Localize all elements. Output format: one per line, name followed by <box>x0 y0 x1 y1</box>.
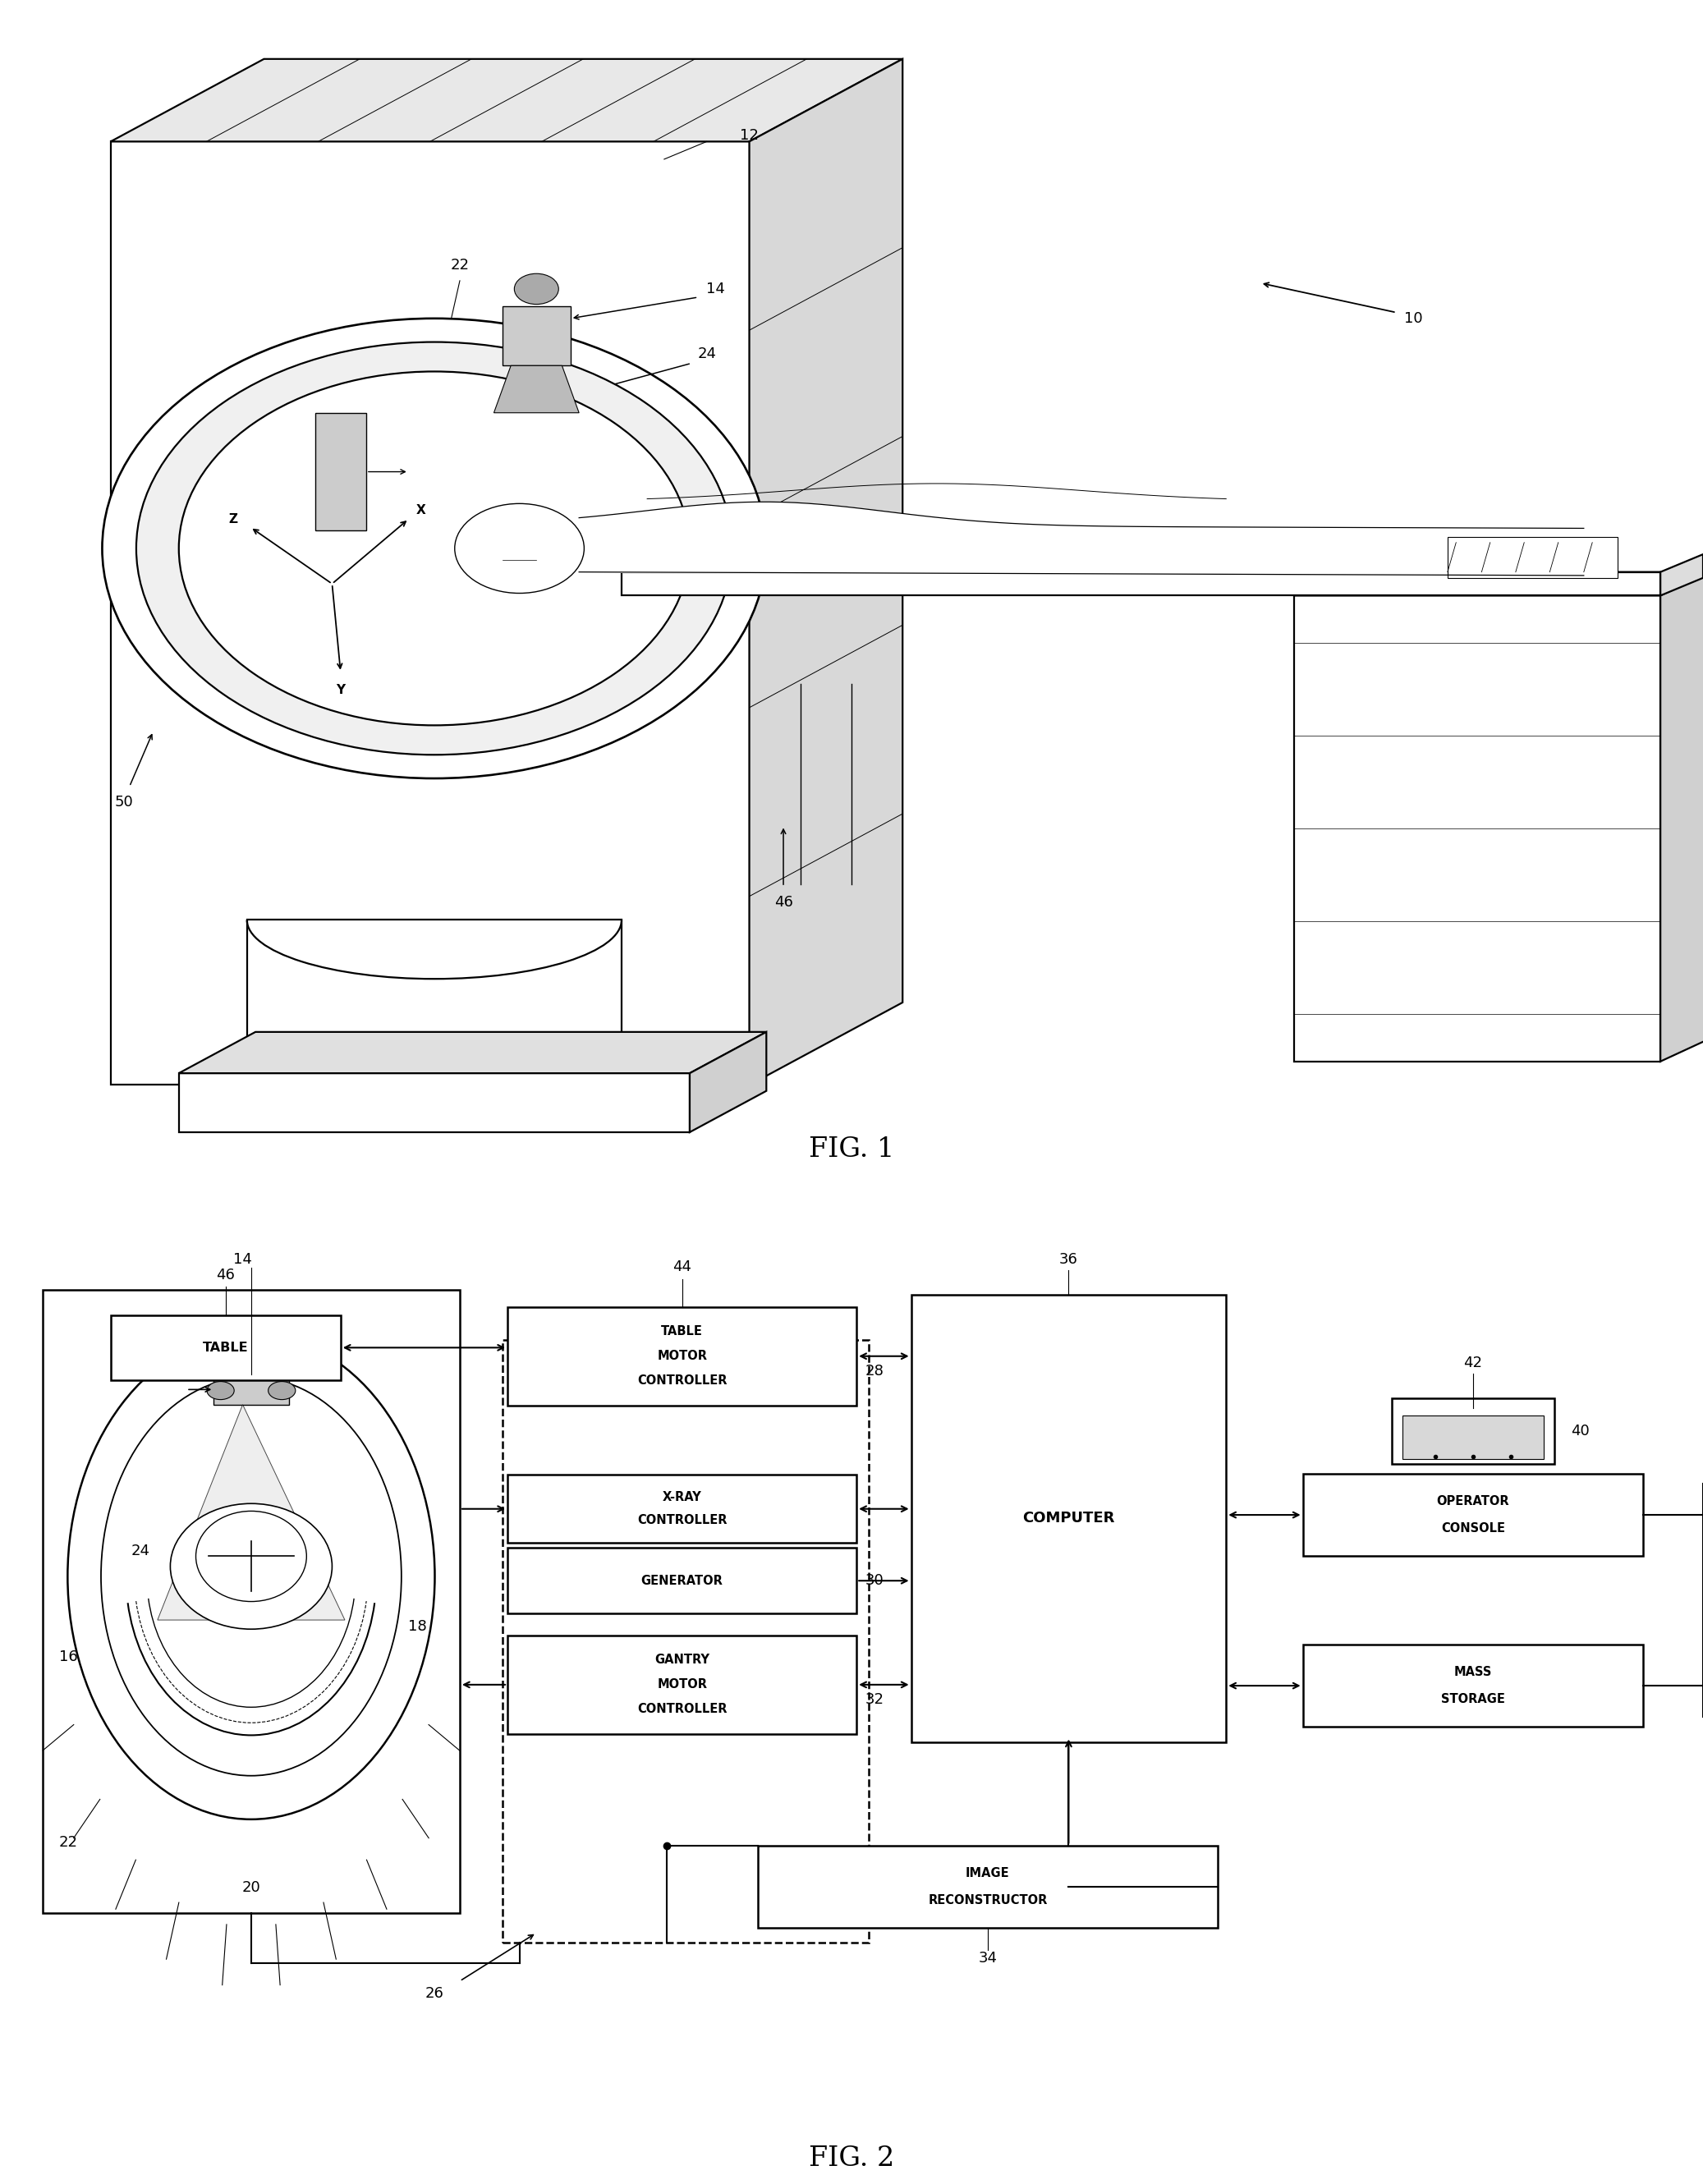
Text: CONSOLE: CONSOLE <box>1441 1522 1505 1535</box>
Text: COMPUTER: COMPUTER <box>1022 1511 1115 1527</box>
Bar <box>507 1306 857 1406</box>
Text: 10: 10 <box>1405 310 1422 325</box>
Text: 24: 24 <box>131 1544 150 1559</box>
Polygon shape <box>179 1072 690 1131</box>
Text: 24: 24 <box>697 347 717 360</box>
Text: 18: 18 <box>358 612 375 627</box>
Text: 22: 22 <box>450 258 470 273</box>
Circle shape <box>179 371 690 725</box>
Text: CONTROLLER: CONTROLLER <box>637 1704 727 1714</box>
Polygon shape <box>247 919 622 1085</box>
Text: 14: 14 <box>233 1251 252 1267</box>
Text: 52: 52 <box>242 546 262 561</box>
Text: 42: 42 <box>1463 1356 1483 1372</box>
Text: 26: 26 <box>424 1985 444 2001</box>
Bar <box>507 1474 857 1544</box>
Polygon shape <box>622 572 1660 596</box>
Polygon shape <box>690 1031 766 1131</box>
Polygon shape <box>494 365 579 413</box>
Text: 36: 36 <box>1059 1251 1078 1267</box>
Polygon shape <box>315 413 366 531</box>
Text: X: X <box>416 505 426 518</box>
Bar <box>507 1548 857 1614</box>
Text: 14: 14 <box>705 282 725 297</box>
Circle shape <box>455 505 584 594</box>
Text: 12: 12 <box>739 129 760 142</box>
Text: Z: Z <box>228 513 238 524</box>
Text: TABLE: TABLE <box>661 1326 703 1339</box>
Bar <box>1303 1474 1643 1555</box>
Polygon shape <box>111 142 749 1085</box>
Text: GANTRY: GANTRY <box>654 1653 710 1666</box>
Ellipse shape <box>196 1511 307 1601</box>
Polygon shape <box>502 306 571 365</box>
Bar <box>507 1636 857 1734</box>
Text: MOTOR: MOTOR <box>657 1679 707 1690</box>
Text: 32: 32 <box>865 1693 884 1708</box>
Bar <box>1393 1398 1555 1463</box>
Text: 34: 34 <box>978 1950 998 1966</box>
Ellipse shape <box>208 1382 235 1400</box>
Text: OPERATOR: OPERATOR <box>1437 1496 1509 1507</box>
Polygon shape <box>749 59 903 1085</box>
Text: X-RAY: X-RAY <box>662 1492 702 1503</box>
Text: 22: 22 <box>58 1835 78 1850</box>
Text: Y: Y <box>335 684 346 697</box>
Polygon shape <box>111 59 903 142</box>
Bar <box>758 1845 1218 1928</box>
Text: 40: 40 <box>1570 1424 1589 1439</box>
Text: 46: 46 <box>773 895 794 909</box>
Ellipse shape <box>170 1503 332 1629</box>
Polygon shape <box>1660 555 1703 596</box>
Text: IMAGE: IMAGE <box>966 1867 1010 1878</box>
Text: 46: 46 <box>216 1267 235 1282</box>
Bar <box>1303 1645 1643 1728</box>
Text: 30: 30 <box>865 1572 884 1588</box>
Text: GENERATOR: GENERATOR <box>640 1575 724 1588</box>
Text: 44: 44 <box>673 1260 691 1273</box>
Polygon shape <box>1294 596 1660 1061</box>
Circle shape <box>514 273 559 304</box>
Polygon shape <box>157 1404 344 1621</box>
Ellipse shape <box>68 1334 434 1819</box>
Ellipse shape <box>100 1378 402 1776</box>
Text: 56: 56 <box>330 729 351 745</box>
Circle shape <box>136 343 732 756</box>
Text: FIG. 2: FIG. 2 <box>809 2145 894 2173</box>
Text: TABLE: TABLE <box>203 1341 249 1354</box>
Text: 16: 16 <box>60 1649 77 1664</box>
Bar <box>215 1376 288 1404</box>
Bar <box>111 1315 341 1380</box>
Text: MOTOR: MOTOR <box>657 1350 707 1363</box>
Ellipse shape <box>269 1382 296 1400</box>
Bar <box>502 1341 869 1944</box>
Text: 28: 28 <box>865 1363 884 1378</box>
Text: STORAGE: STORAGE <box>1441 1693 1505 1706</box>
Text: 54: 54 <box>225 520 245 535</box>
Text: MASS: MASS <box>1454 1666 1492 1677</box>
Polygon shape <box>1660 572 1703 1061</box>
Text: FIG. 1: FIG. 1 <box>809 1136 894 1164</box>
Text: 18: 18 <box>409 1618 426 1634</box>
Bar <box>1403 1415 1543 1459</box>
Text: 20: 20 <box>242 1880 261 1896</box>
Bar <box>43 1291 460 1913</box>
Polygon shape <box>1294 572 1703 596</box>
Text: CONTROLLER: CONTROLLER <box>637 1374 727 1387</box>
Text: 50: 50 <box>116 795 133 810</box>
Text: CONTROLLER: CONTROLLER <box>637 1514 727 1527</box>
Text: RECONSTRUCTOR: RECONSTRUCTOR <box>928 1894 1047 1907</box>
Text: 48: 48 <box>458 365 479 378</box>
Polygon shape <box>179 1031 766 1072</box>
Polygon shape <box>1448 537 1618 579</box>
Circle shape <box>102 319 766 778</box>
Bar <box>911 1295 1226 1743</box>
